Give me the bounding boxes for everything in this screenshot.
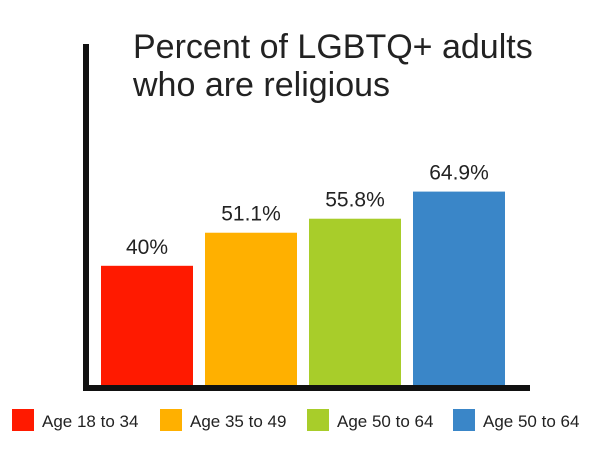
bar-3 bbox=[309, 218, 401, 385]
legend-label-2: Age 35 to 49 bbox=[190, 412, 286, 431]
value-label-4: 64.9% bbox=[429, 162, 489, 185]
legend-label-1: Age 18 to 34 bbox=[42, 412, 138, 431]
bar-1 bbox=[101, 265, 193, 385]
value-label-2: 51.1% bbox=[221, 203, 281, 226]
legend-label-3: Age 50 to 64 bbox=[337, 412, 433, 431]
x-axis-line bbox=[83, 385, 530, 391]
legend-label-4: Age 50 to 64 bbox=[483, 412, 579, 431]
value-labels-group: 40% 51.1% 55.8% 64.9% bbox=[126, 162, 489, 259]
legend-swatch-3 bbox=[307, 409, 329, 431]
chart-title: Percent of LGBTQ+ adults who are religio… bbox=[132, 28, 533, 104]
value-label-3: 55.8% bbox=[325, 189, 385, 212]
bars-group bbox=[101, 191, 505, 385]
legend-swatch-1 bbox=[12, 409, 34, 431]
bar-2 bbox=[205, 232, 297, 385]
chart-title-line-1: Percent of LGBTQ+ adults bbox=[133, 28, 533, 66]
chart-title-line-2: who are religious bbox=[132, 66, 390, 104]
legend-swatch-2 bbox=[160, 409, 182, 431]
bar-4 bbox=[413, 191, 505, 385]
legend: Age 18 to 34 Age 35 to 49 Age 50 to 64 Age … bbox=[12, 409, 579, 431]
y-axis-line bbox=[83, 44, 89, 391]
value-label-1: 40% bbox=[126, 236, 168, 259]
legend-swatch-4 bbox=[453, 409, 475, 431]
